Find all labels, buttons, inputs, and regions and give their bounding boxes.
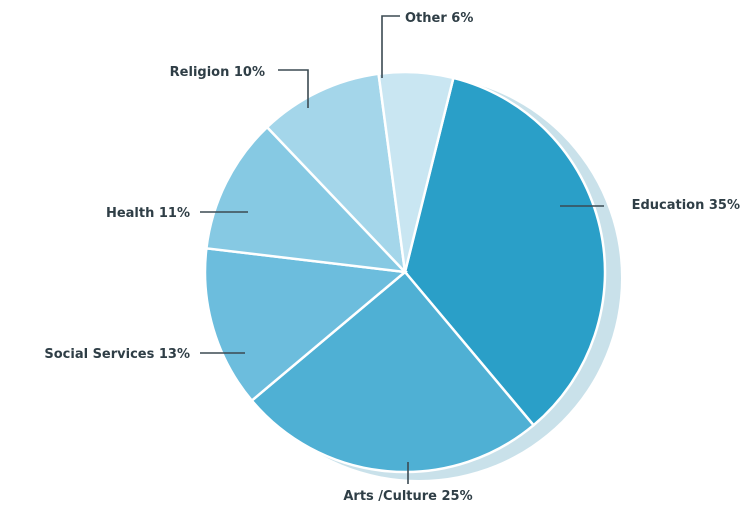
pie-slice-2 <box>203 246 409 403</box>
pie-slice-0 <box>403 76 607 427</box>
pie-labels: Education 35% Arts /Culture 25% Social Ser… <box>44 11 740 504</box>
slice-label-1: Arts /Culture 25% <box>343 489 472 504</box>
slice-label-0: Education 35% <box>632 198 740 213</box>
slice-label-3: Health 11% <box>106 206 190 221</box>
pie-leader-lines <box>200 15 604 484</box>
slice-label-4: Religion 10% <box>170 65 265 80</box>
pie-slice-4 <box>265 72 407 276</box>
pie-slice-1 <box>250 270 536 474</box>
slice-label-2: Social Services 13% <box>44 347 190 362</box>
slice-label-5: Other 6% <box>405 11 473 26</box>
pie-slice-5 <box>377 70 455 273</box>
leader-line-4 <box>278 69 309 108</box>
leader-line-5 <box>381 15 400 78</box>
pie-slice-3 <box>205 125 409 274</box>
pie-slices <box>203 70 607 474</box>
